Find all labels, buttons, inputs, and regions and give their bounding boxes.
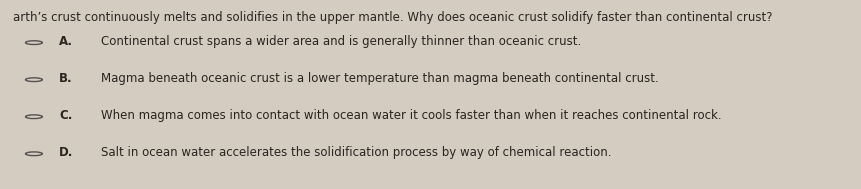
Text: D.: D. — [59, 146, 73, 159]
Text: arth’s crust continuously melts and solidifies in the upper mantle. Why does oce: arth’s crust continuously melts and soli… — [13, 11, 772, 24]
Text: A.: A. — [59, 35, 73, 48]
Text: C.: C. — [59, 109, 72, 122]
Text: Magma beneath oceanic crust is a lower temperature than magma beneath continenta: Magma beneath oceanic crust is a lower t… — [102, 72, 660, 85]
Text: Salt in ocean water accelerates the solidification process by way of chemical re: Salt in ocean water accelerates the soli… — [102, 146, 612, 159]
Text: Continental crust spans a wider area and is generally thinner than oceanic crust: Continental crust spans a wider area and… — [102, 35, 582, 48]
Text: B.: B. — [59, 72, 73, 85]
Text: When magma comes into contact with ocean water it cools faster than when it reac: When magma comes into contact with ocean… — [102, 109, 722, 122]
